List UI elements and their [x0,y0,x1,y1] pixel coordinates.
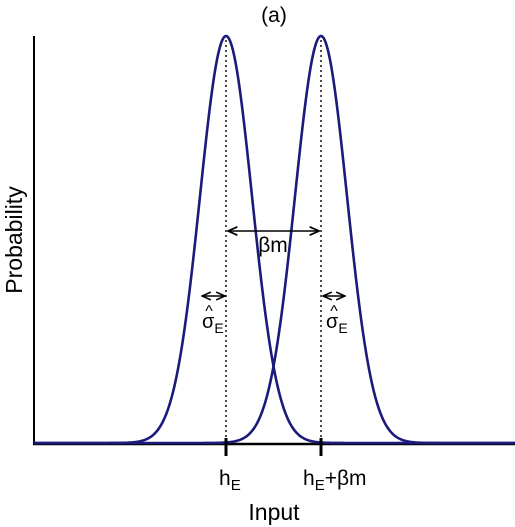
y-axis-label: Probability [1,186,27,294]
left-width-hat: ^ [205,303,213,320]
right-width-symbol: σ [326,311,339,333]
right-tick-base: h [303,467,315,490]
right-gaussian-curve [34,34,515,445]
svg-text:σE: σE [326,311,348,336]
separation-label: βm [258,234,288,257]
panel-label: (a) [261,4,287,27]
right-width-hat: ^ [330,303,338,320]
left-tick-subscript: E [231,477,241,494]
left-tick-base: h [219,467,231,490]
right-tick-label: hE+βm [303,467,367,494]
right-tick-suffix: +βm [325,467,367,490]
left-width-subscript: E [214,320,223,336]
svg-text:σE: σE [202,311,224,336]
left-width-symbol: σ [202,311,215,333]
x-axis-label: Input [248,499,300,525]
right-width-subscript: E [338,320,347,336]
right-tick-subscript: E [315,477,325,494]
left-width-label: ^ σE [202,303,224,336]
right-width-label: ^ σE [326,303,348,336]
left-tick-label: hE [219,467,241,494]
